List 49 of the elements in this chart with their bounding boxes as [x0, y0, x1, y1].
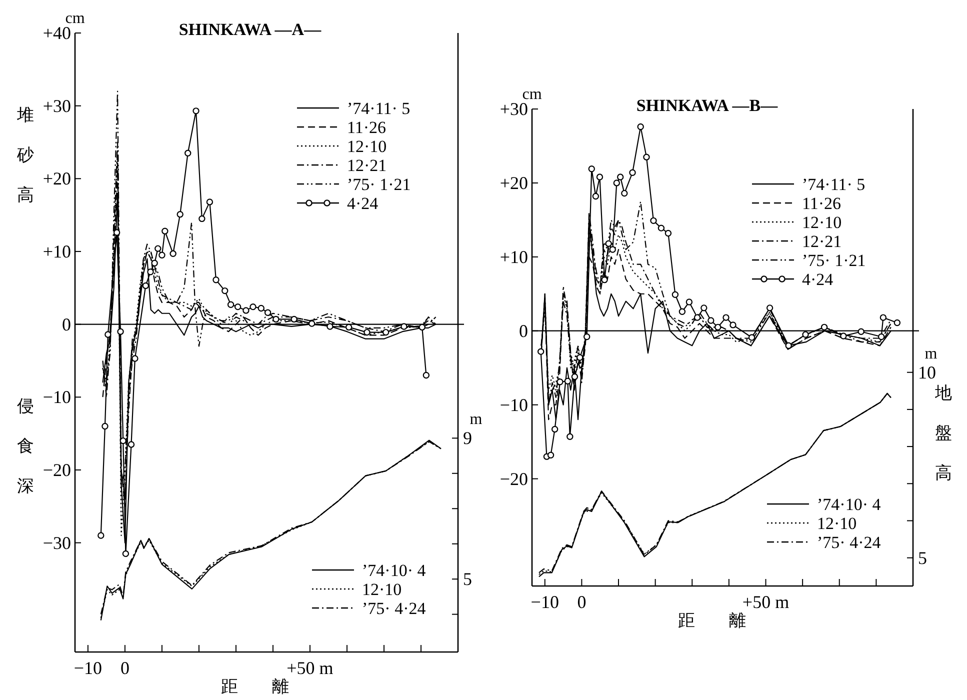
y-tick-label: −20 — [42, 460, 71, 480]
legend-label: ’75· 4·24 — [362, 599, 426, 618]
y2-tick-label: 5 — [463, 569, 472, 590]
legend-label: 12·10 — [347, 137, 387, 156]
text: 地盤高 — [935, 383, 952, 482]
y-tick-label: +10 — [42, 241, 71, 262]
y2-tick-label: 10 — [918, 362, 936, 382]
x-tick-label: −10 — [74, 658, 102, 678]
legend-label: 12·21 — [802, 232, 842, 251]
y-tick-label: 0 — [62, 314, 71, 334]
y2-tick-label: 5 — [918, 548, 927, 568]
x-tick-label: +50 m — [286, 658, 334, 678]
y-tick-label: −10 — [500, 394, 528, 415]
legend-label: ’74·10· 4 — [817, 495, 882, 514]
chart-title: SHINKAWA —A— — [178, 20, 322, 39]
y-tick-label: +20 — [42, 168, 71, 189]
legend-label: ’75· 1·21 — [347, 175, 411, 194]
legend-label: 4·24 — [347, 194, 379, 213]
y-tick-label: +30 — [42, 96, 71, 116]
text: m — [470, 411, 483, 428]
legend-label: ’74·11· 5 — [802, 175, 866, 194]
legend-label: ’74·10· 4 — [362, 561, 426, 580]
y-tick-label: +10 — [500, 246, 528, 267]
y2-tick-label: 9 — [463, 428, 472, 448]
y-tick-label: −20 — [500, 468, 528, 489]
legend-label: 12·10 — [802, 213, 842, 232]
legend-label: ’74·11· 5 — [347, 99, 410, 118]
legend-label: 11·26 — [802, 194, 842, 213]
y-tick-label: +20 — [500, 172, 528, 193]
legend-label: ’75· 4·24 — [817, 533, 882, 552]
legend-label: 11·26 — [347, 118, 386, 137]
text: 侵食深 — [17, 396, 34, 496]
x-tick-label: 0 — [120, 658, 130, 678]
x-tick-label: −10 — [530, 592, 559, 612]
y-tick-label: 0 — [519, 320, 528, 341]
legend-label: 12·10 — [362, 580, 402, 599]
legend-label: 12·10 — [817, 514, 857, 533]
y-tick-label: −30 — [42, 532, 71, 553]
chart-title: SHINKAWA —B— — [636, 96, 779, 115]
legend-label: ’75· 1·21 — [802, 251, 866, 270]
text: m — [924, 345, 938, 362]
x-tick-label: +50 m — [742, 592, 790, 612]
legend-label: 12·21 — [347, 156, 387, 175]
text: 堆砂高 — [17, 105, 34, 204]
x-axis-title: 距 離 — [678, 611, 746, 630]
legend-label: 4·24 — [802, 270, 834, 289]
x-axis-title: 距 離 — [220, 677, 290, 696]
x-tick-label: 0 — [577, 592, 586, 612]
y-tick-label: −10 — [42, 387, 71, 408]
